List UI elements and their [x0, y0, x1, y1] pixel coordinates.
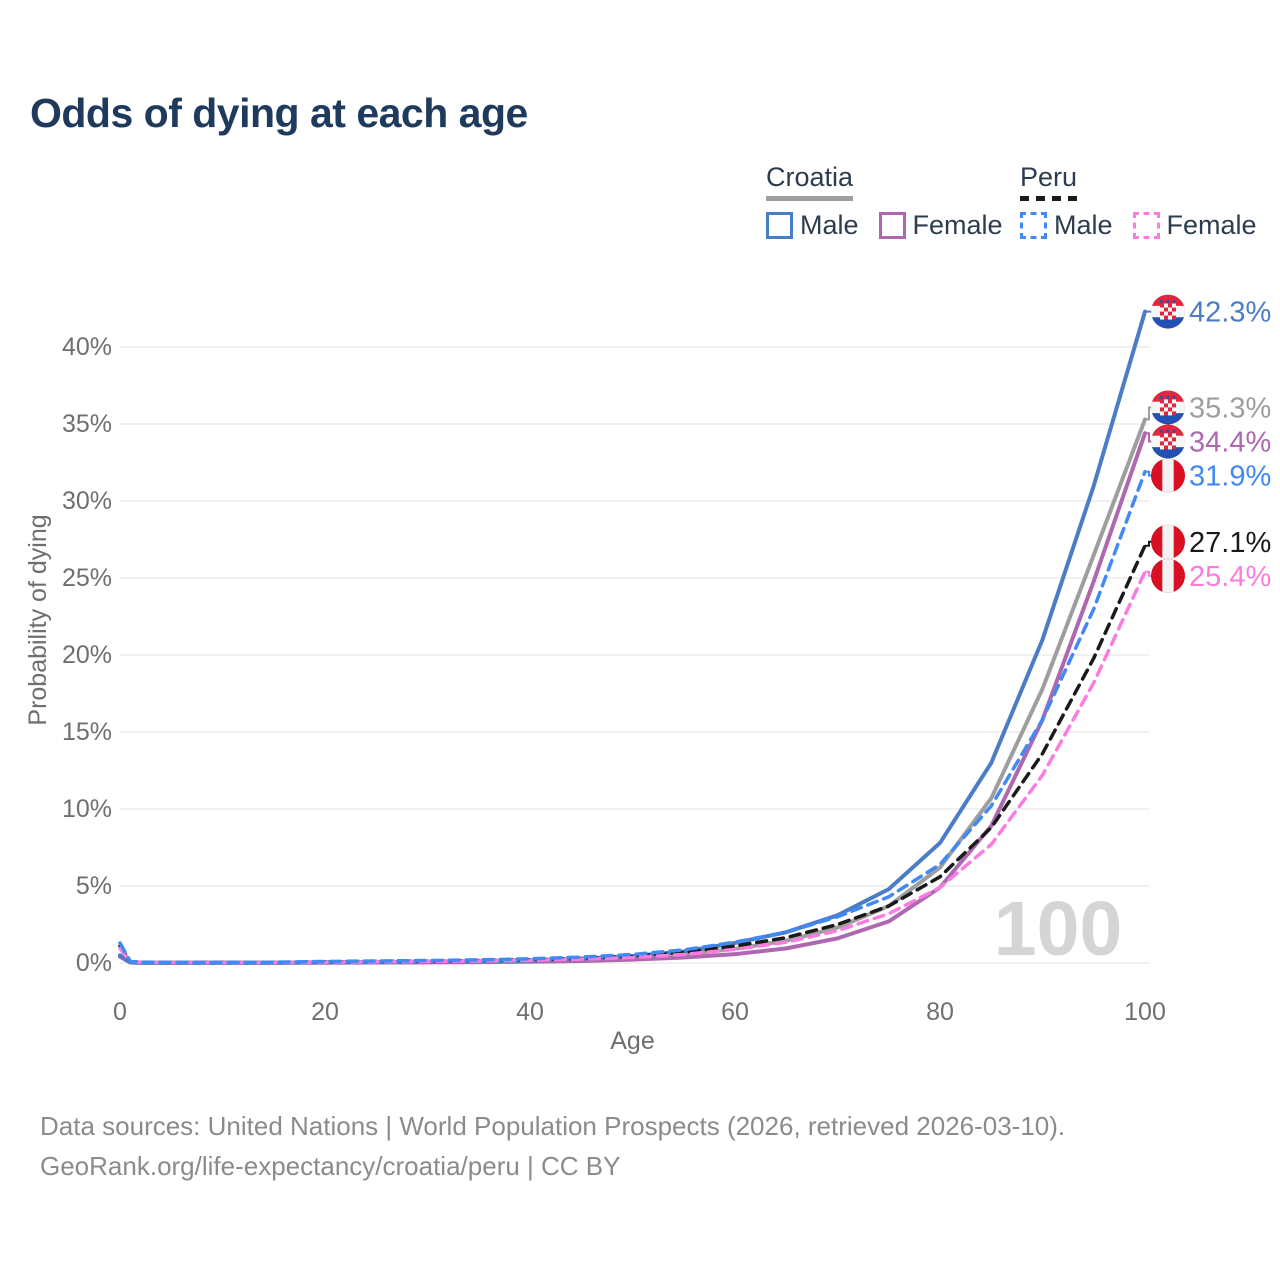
age-watermark: 100	[994, 886, 1122, 972]
croatia-flag-icon	[1151, 424, 1185, 459]
y-axis-tick-label: 25%	[62, 564, 112, 592]
legend-group-title-croatia: Croatia	[766, 162, 854, 201]
legend-label-croatia-female: Female	[912, 210, 1003, 240]
x-axis-tick-label: 80	[926, 998, 954, 1026]
legend-item-peru-female[interactable]: Female	[1132, 210, 1257, 241]
y-axis-tick-label: 40%	[62, 333, 112, 361]
legend-item-croatia-male[interactable]: Male	[766, 210, 859, 241]
series-line-croatia-male	[118, 309, 1147, 965]
y-axis-tick-label: 35%	[62, 410, 112, 438]
legend-group-label: Croatia	[766, 162, 854, 192]
x-axis-title: Age	[610, 1027, 654, 1055]
series-end-value-croatia: 35.3%	[1189, 392, 1271, 424]
y-axis-tick-label: 15%	[62, 718, 112, 746]
chart-title: Odds of dying at each age	[30, 90, 528, 136]
croatia-line-sample	[766, 196, 854, 201]
y-axis-tick-label: 30%	[62, 487, 112, 515]
end-label-leader	[1145, 432, 1152, 443]
series-end-value-peru-female: 25.4%	[1189, 561, 1271, 593]
x-axis-tick-label: 0	[113, 998, 127, 1026]
legend-group-label: Peru	[1020, 162, 1078, 192]
end-label-leader	[1145, 406, 1152, 421]
series-end-value-croatia-male: 42.3%	[1189, 297, 1271, 329]
x-axis-tick-label: 60	[721, 998, 749, 1026]
y-axis-tick-label: 0%	[76, 949, 112, 977]
legend-group-croatia: Croatia Male Female	[766, 162, 1003, 241]
peru-flag-icon	[1151, 558, 1185, 593]
footer: Data sources: United Nations | World Pop…	[40, 1106, 1065, 1186]
end-label-leader	[1145, 540, 1152, 547]
legend-swatch-peru-male	[1020, 212, 1047, 239]
y-axis-tick-label: 5%	[76, 872, 112, 900]
y-axis-tick-label: 20%	[62, 641, 112, 669]
legend-group-peru: Peru Male Female	[1020, 162, 1257, 241]
legend-label-peru-female: Female	[1166, 210, 1257, 240]
series-end-value-peru-male: 31.9%	[1189, 460, 1271, 492]
series-end-value-peru: 27.1%	[1189, 527, 1271, 559]
end-label-leader	[1145, 470, 1152, 477]
peru-flag-icon	[1151, 524, 1185, 559]
legend-swatch-peru-female	[1132, 212, 1160, 239]
y-axis-title: Probability of dying	[24, 514, 52, 725]
series-line-peru	[118, 543, 1147, 965]
peru-line-sample	[1020, 196, 1078, 201]
y-axis-tick-label: 10%	[62, 795, 112, 823]
x-axis-tick-label: 100	[1124, 998, 1166, 1026]
peru-flag-icon	[1151, 458, 1185, 493]
x-axis-tick-label: 40	[516, 998, 544, 1026]
series-end-value-croatia-female: 34.4%	[1189, 426, 1271, 458]
legend-group-title-peru: Peru	[1020, 162, 1078, 201]
x-axis-tick-label: 20	[311, 998, 339, 1026]
croatia-flag-icon	[1151, 390, 1185, 425]
legend-swatch-croatia-female	[878, 212, 906, 239]
attribution-text: GeoRank.org/life-expectancy/croatia/peru…	[40, 1151, 621, 1181]
legend-label-croatia-male: Male	[800, 210, 859, 240]
legend-label-peru-male: Male	[1054, 210, 1113, 240]
data-sources-text: Data sources: United Nations | World Pop…	[40, 1111, 1066, 1141]
end-label-leader	[1145, 570, 1152, 577]
legend-item-peru-male[interactable]: Male	[1020, 210, 1113, 241]
series-line-peru-female	[118, 570, 1147, 965]
legend-swatch-croatia-male	[766, 212, 793, 239]
legend-item-croatia-female[interactable]: Female	[878, 210, 1003, 241]
series-line-croatia-female	[118, 431, 1147, 965]
series-line-peru-male	[118, 469, 1147, 965]
croatia-flag-icon	[1151, 294, 1185, 329]
